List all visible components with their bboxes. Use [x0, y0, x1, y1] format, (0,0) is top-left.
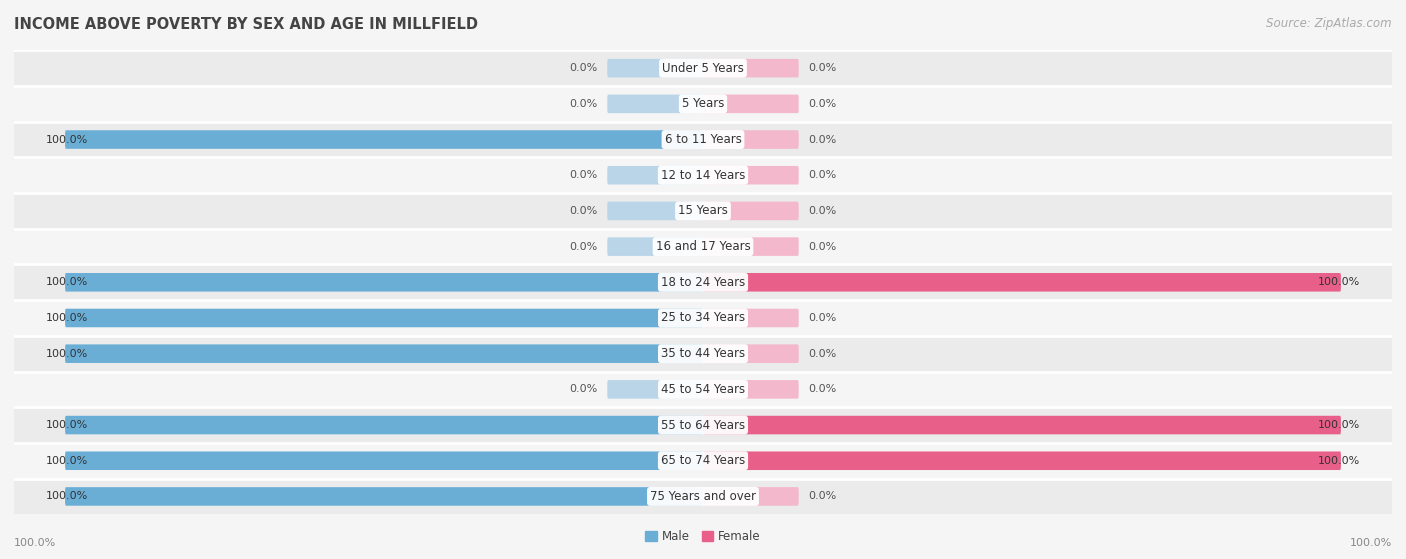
- Text: 65 to 74 Years: 65 to 74 Years: [661, 454, 745, 467]
- FancyBboxPatch shape: [65, 452, 703, 470]
- Bar: [14, 479, 1392, 514]
- FancyBboxPatch shape: [65, 130, 703, 149]
- FancyBboxPatch shape: [703, 309, 799, 327]
- Text: 12 to 14 Years: 12 to 14 Years: [661, 169, 745, 182]
- FancyBboxPatch shape: [65, 309, 703, 327]
- FancyBboxPatch shape: [703, 59, 799, 78]
- FancyBboxPatch shape: [703, 166, 799, 184]
- FancyBboxPatch shape: [65, 416, 703, 434]
- FancyBboxPatch shape: [703, 130, 799, 149]
- FancyBboxPatch shape: [65, 344, 703, 363]
- FancyBboxPatch shape: [703, 202, 799, 220]
- Text: 0.0%: 0.0%: [569, 385, 598, 394]
- FancyBboxPatch shape: [607, 202, 703, 220]
- Text: 0.0%: 0.0%: [808, 206, 837, 216]
- Bar: [14, 300, 1392, 336]
- Text: 55 to 64 Years: 55 to 64 Years: [661, 419, 745, 432]
- Text: 0.0%: 0.0%: [569, 99, 598, 109]
- Text: 100.0%: 100.0%: [46, 491, 89, 501]
- FancyBboxPatch shape: [607, 380, 703, 399]
- Text: INCOME ABOVE POVERTY BY SEX AND AGE IN MILLFIELD: INCOME ABOVE POVERTY BY SEX AND AGE IN M…: [14, 17, 478, 32]
- Bar: [14, 50, 1392, 86]
- Text: Source: ZipAtlas.com: Source: ZipAtlas.com: [1267, 17, 1392, 30]
- Text: 0.0%: 0.0%: [808, 385, 837, 394]
- FancyBboxPatch shape: [703, 273, 1341, 292]
- Text: 0.0%: 0.0%: [808, 63, 837, 73]
- FancyBboxPatch shape: [703, 238, 799, 256]
- Text: 0.0%: 0.0%: [808, 170, 837, 180]
- Text: 15 Years: 15 Years: [678, 205, 728, 217]
- Text: 5 Years: 5 Years: [682, 97, 724, 110]
- Bar: [14, 229, 1392, 264]
- Text: 0.0%: 0.0%: [569, 63, 598, 73]
- Text: 100.0%: 100.0%: [1317, 420, 1360, 430]
- Text: 0.0%: 0.0%: [808, 135, 837, 145]
- Text: 100.0%: 100.0%: [1350, 538, 1392, 548]
- FancyBboxPatch shape: [703, 344, 799, 363]
- Bar: [14, 264, 1392, 300]
- FancyBboxPatch shape: [607, 166, 703, 184]
- Text: 100.0%: 100.0%: [46, 420, 89, 430]
- Text: 0.0%: 0.0%: [569, 241, 598, 252]
- Text: Under 5 Years: Under 5 Years: [662, 61, 744, 75]
- Text: 100.0%: 100.0%: [46, 135, 89, 145]
- Bar: [14, 336, 1392, 372]
- FancyBboxPatch shape: [703, 487, 799, 506]
- Text: 0.0%: 0.0%: [808, 349, 837, 359]
- Text: 100.0%: 100.0%: [14, 538, 56, 548]
- FancyBboxPatch shape: [703, 452, 1341, 470]
- Text: 100.0%: 100.0%: [1317, 277, 1360, 287]
- Text: 100.0%: 100.0%: [46, 456, 89, 466]
- Text: 0.0%: 0.0%: [569, 206, 598, 216]
- Bar: [14, 193, 1392, 229]
- FancyBboxPatch shape: [703, 94, 799, 113]
- Text: 0.0%: 0.0%: [808, 241, 837, 252]
- Text: 100.0%: 100.0%: [46, 277, 89, 287]
- FancyBboxPatch shape: [607, 238, 703, 256]
- Text: 75 Years and over: 75 Years and over: [650, 490, 756, 503]
- Bar: [14, 443, 1392, 479]
- Bar: [14, 158, 1392, 193]
- Bar: [14, 407, 1392, 443]
- FancyBboxPatch shape: [703, 416, 1341, 434]
- Legend: Male, Female: Male, Female: [641, 525, 765, 548]
- FancyBboxPatch shape: [607, 94, 703, 113]
- Text: 0.0%: 0.0%: [808, 99, 837, 109]
- FancyBboxPatch shape: [65, 273, 703, 292]
- Text: 100.0%: 100.0%: [46, 349, 89, 359]
- Text: 0.0%: 0.0%: [808, 491, 837, 501]
- FancyBboxPatch shape: [65, 487, 703, 506]
- Text: 18 to 24 Years: 18 to 24 Years: [661, 276, 745, 289]
- Text: 0.0%: 0.0%: [808, 313, 837, 323]
- FancyBboxPatch shape: [703, 380, 799, 399]
- Bar: [14, 86, 1392, 122]
- Text: 100.0%: 100.0%: [46, 313, 89, 323]
- Bar: [14, 372, 1392, 407]
- Text: 16 and 17 Years: 16 and 17 Years: [655, 240, 751, 253]
- Text: 35 to 44 Years: 35 to 44 Years: [661, 347, 745, 360]
- Text: 45 to 54 Years: 45 to 54 Years: [661, 383, 745, 396]
- Text: 0.0%: 0.0%: [569, 170, 598, 180]
- Text: 25 to 34 Years: 25 to 34 Years: [661, 311, 745, 324]
- Text: 100.0%: 100.0%: [1317, 456, 1360, 466]
- Bar: [14, 122, 1392, 158]
- Text: 6 to 11 Years: 6 to 11 Years: [665, 133, 741, 146]
- FancyBboxPatch shape: [607, 59, 703, 78]
